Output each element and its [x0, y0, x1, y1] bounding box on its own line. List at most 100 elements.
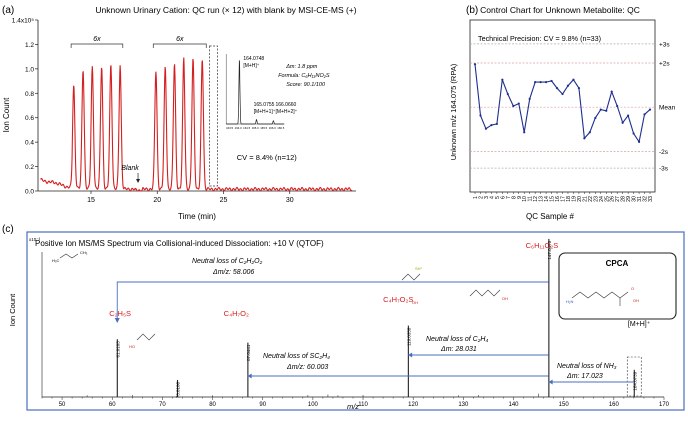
a-group-2-label: 6x: [176, 36, 184, 43]
b-qc-point: [473, 63, 477, 66]
b-x-tick-label: 23: [593, 196, 599, 202]
c-x-tick-label: 70: [159, 402, 166, 408]
b-x-tick-label: 5: [495, 196, 501, 199]
b-qc-point: [528, 97, 531, 100]
c-x-tick-label: 90: [259, 402, 266, 408]
a-highlight-box: [209, 45, 218, 187]
c-struct-c4h7o2s: [401, 273, 421, 281]
b-x-tick-label: 6: [500, 196, 506, 199]
b-qc-point: [577, 86, 581, 90]
b-x-tick-label: 8: [511, 196, 517, 199]
b-x-tick-label: 32: [643, 196, 649, 202]
c-ylabel: Ion Count: [8, 293, 17, 326]
a-inset-x-tick-label: 166.5: [277, 126, 284, 130]
b-x-tick-label: 25: [604, 196, 610, 202]
b-qc-point: [506, 92, 509, 96]
a-inset-spectrum: [226, 59, 285, 125]
b-qc-point: [643, 113, 646, 116]
a-x-tick-label: 30: [286, 197, 294, 204]
a-y-tick-label: 1.4x10⁵: [12, 18, 35, 25]
a-blank-label: Blank: [121, 165, 139, 172]
chart-c-plot: Positive Ion MS/MS Spectrum via Collisio…: [8, 231, 685, 411]
c-cpca-h2n: H₂N: [566, 299, 573, 304]
c-peak-label: 147.0470: [547, 240, 552, 259]
b-qc-point: [539, 81, 542, 84]
a-inset-x-tick-label: 164.0: [235, 126, 242, 130]
b-x-tick-label: 14: [544, 196, 550, 202]
b-precision-annotation: Technical Precision: CV = 9.8% (n=33): [478, 34, 601, 43]
b-qc-point: [544, 81, 548, 84]
c-loss-4-arrow-head: [548, 379, 553, 385]
b-qc-point: [648, 108, 652, 111]
b-x-tick-label: 11: [528, 196, 534, 202]
c-x-tick-label: 110: [358, 402, 368, 408]
a-y-tick-label: 1.2: [25, 42, 34, 49]
b-x-tick-label: 1: [473, 196, 479, 199]
c-struct-c4h7o2s-oh: OH: [412, 300, 418, 305]
b-x-tick-label: 16: [555, 196, 561, 202]
panel-c-label: (c): [2, 224, 14, 235]
b-qc-point: [555, 86, 559, 90]
b-x-tick-label: 33: [648, 196, 654, 202]
panel-a: (a) Unknown Urinary Cation: QC run (× 12…: [2, 5, 357, 221]
b-limit-label: +3s: [659, 41, 670, 48]
c-peak-label: 164.0739: [632, 371, 637, 390]
a-y-tick-label: 0.0: [25, 189, 34, 196]
b-qc-point: [550, 79, 553, 83]
a-inset-peak-1-mz: 164.0748: [243, 56, 264, 62]
b-qc-point: [605, 109, 608, 112]
c-x-tick-label: 60: [109, 402, 116, 408]
b-x-tick-label: 30: [632, 196, 638, 202]
b-qc-point: [501, 78, 504, 81]
b-x-tick-label: 29: [626, 196, 632, 202]
chart-a-axes: 0.0 0.2 0.4 0.6 0.8 1.0 1.2 1.4x10⁵ 15 20 25 30: [12, 18, 356, 204]
a-inset-x-tick-label: 165.0: [252, 126, 259, 130]
c-struct-c6h11o2s-oh: OH: [502, 296, 508, 301]
chart-b-title: Control Chart for Unknown Metabolite: QC: [480, 5, 640, 15]
c-cpca-box: [558, 252, 677, 320]
c-frag-c4h7o2: C₄H₇O₂: [224, 309, 249, 318]
b-x-tick-label: 28: [621, 196, 627, 202]
a-inset-peak-2-ion: [M+H+1]⁺: [254, 109, 276, 115]
b-qc-point: [627, 114, 630, 117]
a-y-tick-label: 0.4: [25, 140, 34, 147]
b-x-tick-label: 4: [489, 196, 495, 199]
b-limit-label: -3s: [659, 166, 669, 173]
c-frag-c4h7o2s: C₄H₇O₂S: [383, 295, 413, 304]
c-x-tick-label: 80: [209, 402, 216, 408]
b-qc-point: [610, 90, 613, 93]
b-qc-line: [474, 64, 651, 144]
b-qc-point: [490, 124, 493, 127]
b-qc-point: [495, 122, 498, 126]
chart-b-ylabel: Unknown m/z 164.075 (RPA): [449, 63, 458, 160]
c-frag-c6h11o2s: C₆H₁₁O₂S: [526, 241, 559, 250]
b-x-tick-label: 2: [478, 196, 484, 199]
b-x-tick-label: 15: [550, 196, 556, 202]
a-inset-formula: Formula: C₆H₁₃NO₂S: [278, 73, 330, 79]
b-x-tick-label: 27: [615, 196, 621, 202]
c-peak-label: 119.0358: [406, 327, 411, 346]
b-x-tick-label: 12: [533, 196, 539, 202]
a-inset-x-tick-label: 165.5: [260, 126, 267, 130]
b-qc-point: [588, 131, 591, 134]
c-loss-1-head: [114, 318, 120, 323]
c-struct-ch3: CH₃: [80, 250, 88, 255]
b-qc-point: [523, 131, 526, 134]
b-qc-point: [599, 108, 602, 111]
c-loss-1-label: Neutral loss of C₂H₂O₂: [192, 258, 263, 265]
chart-a-annotations: 6x 6x Blank CV = 8.4% (n=12) 163.5 164.0 164.5…: [70, 36, 330, 187]
c-mh-label: [M+H]⁺: [628, 321, 651, 328]
a-y-tick-label: 0.8: [25, 91, 34, 98]
c-loss-3-dm: Δm/z: 60.003: [286, 364, 328, 371]
c-loss-2-label: Neutral loss of C₂H₄: [426, 336, 488, 343]
c-x-tick-label: 140: [509, 402, 520, 408]
c-peak-label: 73.0106: [175, 382, 180, 399]
panel-c: (c) Positive Ion MS/MS Spectrum via Coll…: [2, 224, 685, 411]
b-qc-point: [621, 121, 624, 124]
c-loss-4-dm: Δm: 17.023: [566, 373, 603, 380]
b-qc-point: [561, 92, 564, 96]
a-y-tick-label: 0.2: [25, 164, 34, 171]
chart-a-title: Unknown Urinary Cation: QC run (× 12) wi…: [95, 5, 356, 15]
b-x-tick-label: 26: [610, 196, 616, 202]
